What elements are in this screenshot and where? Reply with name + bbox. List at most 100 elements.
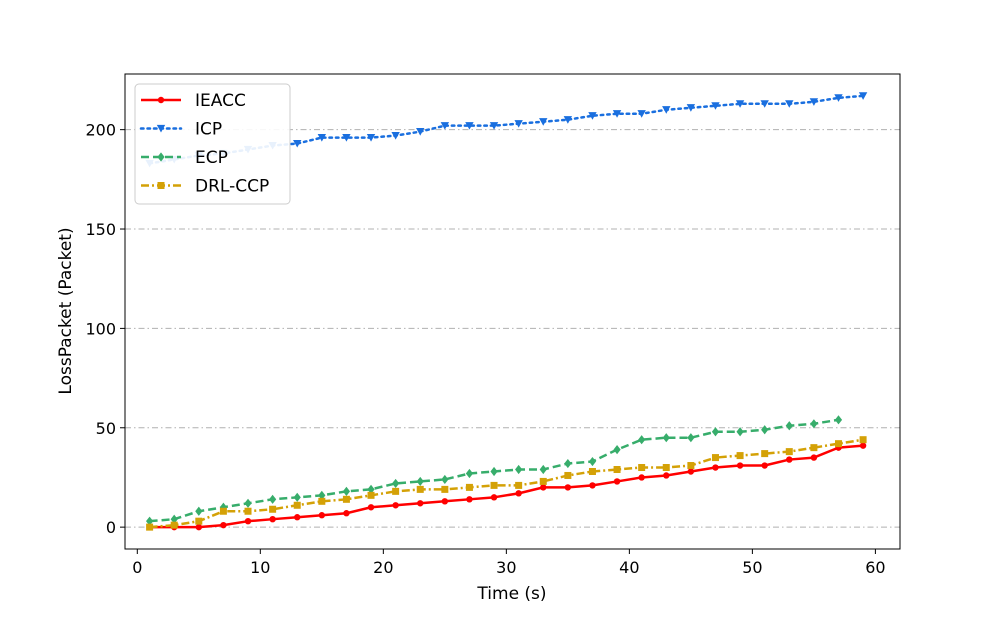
data-point-ieacc bbox=[515, 490, 522, 497]
data-point-drl-ccp bbox=[761, 450, 769, 458]
data-point-ecp bbox=[416, 476, 424, 487]
x-tick-label: 40 bbox=[619, 558, 639, 577]
legend-label: ECP bbox=[195, 148, 228, 168]
data-point-drl-ccp bbox=[662, 464, 670, 472]
data-point-drl-ccp bbox=[392, 487, 400, 495]
x-tick-label: 60 bbox=[865, 558, 885, 577]
data-point-ecp bbox=[588, 456, 597, 467]
data-point-drl-ccp bbox=[367, 491, 375, 499]
legend-item-drl-ccp: DRL-CCP bbox=[141, 177, 269, 197]
data-point-icp bbox=[317, 133, 327, 142]
x-tick-label: 30 bbox=[496, 558, 516, 577]
data-point-icp bbox=[342, 133, 351, 142]
data-point-drl-ccp bbox=[613, 466, 621, 474]
data-point-drl-ccp bbox=[588, 467, 596, 475]
data-point-ieacc bbox=[589, 482, 596, 489]
data-point-icp bbox=[465, 122, 474, 130]
data-point-ecp bbox=[342, 486, 351, 496]
data-point-ecp bbox=[195, 506, 203, 516]
data-point-drl-ccp bbox=[195, 517, 203, 525]
data-point-icp bbox=[834, 94, 843, 102]
data-point-ieacc bbox=[786, 456, 793, 463]
series-drl-ccp bbox=[146, 436, 867, 531]
data-point-icp bbox=[612, 110, 622, 118]
legend-marker bbox=[157, 182, 165, 189]
data-point-ecp bbox=[392, 478, 400, 489]
x-tick-label: 10 bbox=[250, 558, 270, 577]
x-tick-label: 0 bbox=[132, 558, 142, 577]
y-tick-label: 200 bbox=[85, 121, 116, 140]
data-point-ecp bbox=[367, 484, 375, 494]
data-point-ieacc bbox=[466, 496, 473, 503]
data-point-ecp bbox=[711, 427, 720, 437]
series-group bbox=[145, 92, 868, 531]
legend-label: ICP bbox=[195, 120, 222, 140]
data-point-ecp bbox=[539, 464, 547, 475]
legend-label: IEACC bbox=[195, 91, 246, 111]
legend-item-ecp: ECP bbox=[141, 148, 228, 168]
x-axis-label: Time (s) bbox=[476, 584, 546, 604]
data-point-ieacc bbox=[392, 502, 399, 509]
data-point-ecp bbox=[736, 427, 744, 437]
gridlines bbox=[125, 129, 900, 528]
y-axis-ticks: 0 50 100 150 200 bbox=[85, 121, 125, 537]
data-point-drl-ccp bbox=[342, 495, 350, 503]
data-point-drl-ccp bbox=[244, 507, 252, 515]
data-point-ieacc bbox=[490, 494, 498, 501]
data-point-ieacc bbox=[859, 442, 867, 449]
data-point-icp bbox=[514, 120, 523, 128]
data-point-ecp bbox=[515, 464, 523, 475]
series-ecp bbox=[146, 415, 843, 526]
legend-box bbox=[134, 83, 291, 205]
data-point-icp bbox=[539, 118, 548, 126]
data-point-icp bbox=[637, 110, 646, 118]
data-point-drl-ccp bbox=[859, 436, 867, 444]
data-point-icp bbox=[809, 98, 819, 106]
data-point-icp bbox=[760, 100, 769, 108]
x-tick-label: 20 bbox=[373, 558, 393, 577]
data-point-drl-ccp bbox=[219, 507, 227, 515]
data-point-ieacc bbox=[195, 523, 203, 531]
data-point-ieacc bbox=[220, 521, 227, 529]
series-ieacc bbox=[146, 442, 867, 531]
data-point-drl-ccp bbox=[170, 521, 178, 529]
legend: IEACC ICP ECP DRL-CCP bbox=[134, 83, 291, 205]
data-point-ecp bbox=[146, 516, 154, 526]
y-tick-label: 50 bbox=[96, 419, 116, 438]
data-point-ecp bbox=[613, 445, 621, 455]
plot-frame bbox=[124, 73, 901, 550]
data-point-ecp bbox=[244, 498, 252, 508]
data-point-icp bbox=[440, 122, 450, 130]
data-point-drl-ccp bbox=[564, 471, 572, 479]
y-tick-label: 150 bbox=[85, 220, 116, 239]
data-point-ieacc bbox=[417, 500, 424, 507]
data-point-ieacc bbox=[687, 468, 695, 475]
data-point-icp bbox=[858, 92, 868, 100]
data-point-ieacc bbox=[244, 517, 252, 525]
legend-marker bbox=[157, 96, 165, 104]
data-point-ecp bbox=[564, 458, 572, 469]
data-point-ecp bbox=[269, 494, 277, 504]
data-point-icp bbox=[588, 112, 597, 120]
data-point-drl-ccp bbox=[711, 454, 719, 462]
data-point-drl-ccp bbox=[736, 452, 744, 460]
data-point-icp bbox=[391, 132, 400, 140]
data-point-ieacc bbox=[736, 462, 744, 469]
data-point-ecp bbox=[761, 425, 769, 435]
data-point-drl-ccp bbox=[269, 505, 277, 513]
x-tick-label: 50 bbox=[742, 558, 762, 577]
data-point-drl-ccp bbox=[465, 483, 473, 491]
data-point-icp bbox=[735, 100, 745, 108]
legend-marker bbox=[157, 152, 165, 162]
data-point-ecp bbox=[662, 433, 670, 443]
data-point-ieacc bbox=[663, 472, 670, 479]
data-point-drl-ccp bbox=[687, 462, 695, 470]
data-point-ecp bbox=[638, 435, 646, 445]
data-point-ieacc bbox=[318, 512, 326, 519]
data-point-icp bbox=[711, 102, 720, 110]
data-point-ieacc bbox=[564, 484, 572, 491]
data-point-ieacc bbox=[294, 514, 301, 521]
data-point-ecp bbox=[170, 514, 178, 524]
data-point-ecp bbox=[785, 421, 793, 431]
